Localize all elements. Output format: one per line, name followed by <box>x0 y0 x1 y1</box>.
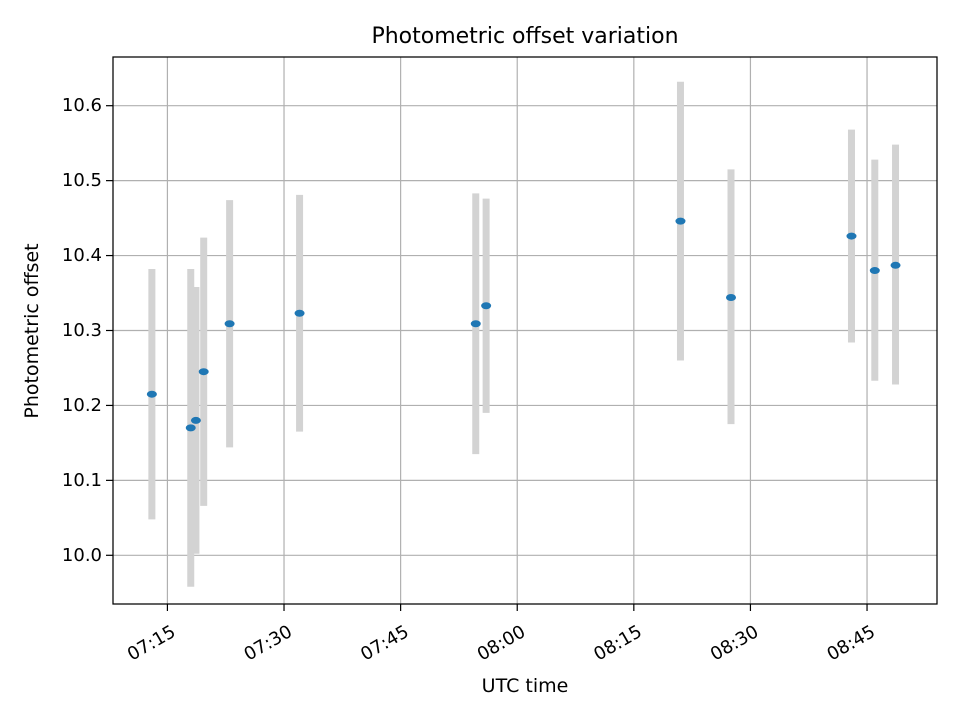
data-point <box>675 217 686 225</box>
data-point <box>481 302 492 310</box>
y-tick-label: 10.5 <box>62 170 102 191</box>
y-axis-label: Photometric offset <box>21 243 43 418</box>
chart-title: Photometric offset variation <box>371 24 678 49</box>
y-tick-label: 10.1 <box>62 470 102 491</box>
data-point <box>470 320 481 328</box>
y-axis-ticks: 10.0 10.1 10.2 10.3 10.4 10.5 10.6 <box>62 95 113 566</box>
data-point <box>190 416 201 424</box>
data-point <box>198 368 209 376</box>
y-tick-label: 10.4 <box>62 245 102 266</box>
data-point <box>294 309 305 317</box>
data-point <box>846 232 857 240</box>
y-tick-label: 10.2 <box>62 395 102 416</box>
y-tick-label: 10.0 <box>62 545 102 566</box>
data-point <box>869 267 880 275</box>
data-point <box>726 294 736 302</box>
y-tick-label: 10.3 <box>62 320 102 341</box>
data-point <box>185 424 196 432</box>
data-point <box>146 390 157 398</box>
y-tick-label: 10.6 <box>62 95 102 116</box>
data-point <box>890 261 901 269</box>
data-point <box>224 320 235 328</box>
x-axis-label: UTC time <box>482 675 569 697</box>
data-points <box>146 217 901 432</box>
grid <box>113 57 937 604</box>
